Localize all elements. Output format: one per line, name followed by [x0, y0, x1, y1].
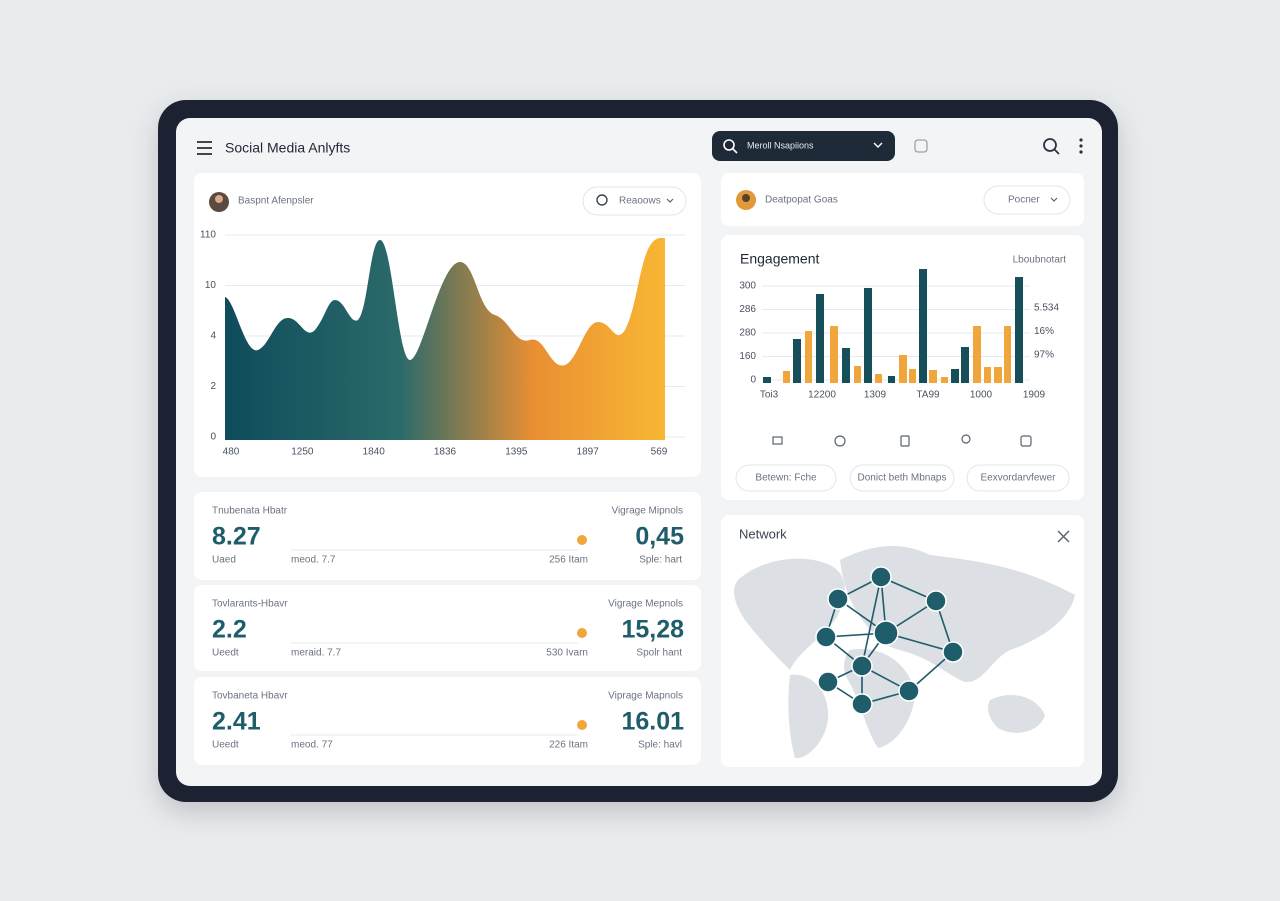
- y-label: 4: [210, 331, 216, 342]
- side-label: 5.534: [1034, 303, 1059, 314]
- avatar: [215, 195, 223, 203]
- chevron: [1050, 197, 1058, 202]
- menu-button[interactable]: [197, 141, 212, 155]
- stat-mid: meod. 77: [291, 740, 333, 751]
- x-label: 12200: [808, 390, 836, 401]
- user-name: Deatpopat Goas: [765, 195, 838, 206]
- card-subtitle: Lboubnotart: [1013, 255, 1067, 266]
- x-label: 1836: [434, 447, 457, 458]
- stat-label: Tnubenata Hbatr: [212, 506, 288, 517]
- stat-label: Vigrage Mepnols: [608, 599, 683, 610]
- icon: [596, 194, 608, 206]
- progress-dot: [577, 535, 587, 545]
- y-label: 286: [739, 304, 756, 315]
- dropdown[interactable]: [582, 186, 687, 216]
- dropdown-text: Pocner: [1008, 195, 1040, 206]
- stat-card: [194, 585, 701, 671]
- x-label: 1395: [505, 447, 528, 458]
- area-shape: [225, 238, 665, 440]
- world-map: [734, 545, 1075, 759]
- stat-right-mid: 256 Itam: [549, 555, 588, 566]
- dropdown[interactable]: [983, 185, 1071, 215]
- search-button[interactable]: [1043, 138, 1057, 152]
- y-label: 160: [739, 351, 756, 362]
- button-label: Betewn: Fche: [755, 473, 817, 484]
- stat-sub: Sple: havl: [638, 740, 682, 751]
- search-icon: [732, 148, 738, 154]
- stat-sub: Ueedt: [212, 648, 239, 659]
- search-box[interactable]: [712, 131, 895, 161]
- card-title: Engagement: [740, 251, 820, 267]
- toolbar-icons[interactable]: [772, 434, 1032, 447]
- stat-sub: Ueedt: [212, 740, 239, 751]
- stat-label: Tovlarants-Hbavr: [212, 599, 288, 610]
- stat-value: 0,45: [635, 523, 684, 551]
- x-label: Toi3: [760, 390, 779, 401]
- stat-card: [194, 492, 701, 580]
- stat-label: Viprage Mapnols: [608, 691, 683, 702]
- y-label: 300: [739, 281, 756, 292]
- search-button: [1053, 148, 1060, 155]
- more-button[interactable]: [1079, 138, 1083, 154]
- x-label: 480: [223, 447, 240, 458]
- progress-dot: [577, 628, 587, 638]
- y-label: 280: [739, 328, 756, 339]
- side-label: 16%: [1034, 326, 1054, 337]
- x-label: TA99: [916, 390, 940, 401]
- filter-button[interactable]: [966, 464, 1070, 492]
- y-label: 110: [200, 230, 216, 241]
- side-label: 97%: [1034, 350, 1054, 361]
- stat-value: 15,28: [621, 616, 684, 644]
- stat-value: 16.01: [621, 708, 684, 736]
- x-label: 1897: [577, 447, 600, 458]
- y-label: 0: [210, 432, 216, 443]
- avatar: [742, 194, 750, 202]
- card-title: Network: [739, 526, 787, 541]
- bars: [763, 269, 1023, 383]
- x-label: 1909: [1023, 390, 1046, 401]
- filter-button[interactable]: [735, 464, 837, 492]
- stat-mid: meod. 7.7: [291, 555, 336, 566]
- stat-value: 8.27: [212, 523, 261, 551]
- y-label: 0: [750, 375, 756, 386]
- network-nodes: [815, 566, 964, 715]
- x-label: 1309: [864, 390, 887, 401]
- calendar-button[interactable]: [914, 139, 928, 153]
- x-label: 1840: [363, 447, 386, 458]
- stat-value: 2.2: [212, 616, 247, 644]
- x-label: 1250: [291, 447, 314, 458]
- stat-right-mid: 530 Ivarn: [546, 648, 588, 659]
- stat-right-mid: 226 Itam: [549, 740, 588, 751]
- search-text: Meroll Nsapiions: [747, 140, 814, 150]
- dropdown-text: Reaoows: [619, 196, 661, 207]
- stat-label: Vigrage Mipnols: [611, 506, 683, 517]
- progress-dot: [577, 720, 587, 730]
- filter-button[interactable]: [849, 464, 955, 492]
- x-label: 569: [651, 447, 668, 458]
- button-label: Donict beth Mbnaps: [858, 473, 947, 484]
- stat-sub: Uaed: [212, 555, 236, 566]
- app-title: Social Media Anlyfts: [225, 140, 350, 156]
- stat-label: Tovbaneta Hbavr: [212, 691, 288, 702]
- y-label: 10: [205, 280, 217, 291]
- y-label: 2: [210, 381, 216, 392]
- stat-mid: meraid. 7.7: [291, 648, 341, 659]
- search-icon: [723, 139, 735, 151]
- chevron: [873, 142, 883, 148]
- stat-card: [194, 677, 701, 765]
- stat-value: 2.41: [212, 708, 261, 736]
- stat-sub: Sple: hart: [639, 555, 682, 566]
- x-label: 1000: [970, 390, 993, 401]
- button-label: Eexvordarvfewer: [980, 473, 1056, 484]
- stat-sub: Spolr hant: [636, 648, 682, 659]
- user-name: Baspnt Afenpsler: [238, 196, 314, 207]
- close-button[interactable]: [1057, 530, 1070, 543]
- chevron: [666, 198, 674, 203]
